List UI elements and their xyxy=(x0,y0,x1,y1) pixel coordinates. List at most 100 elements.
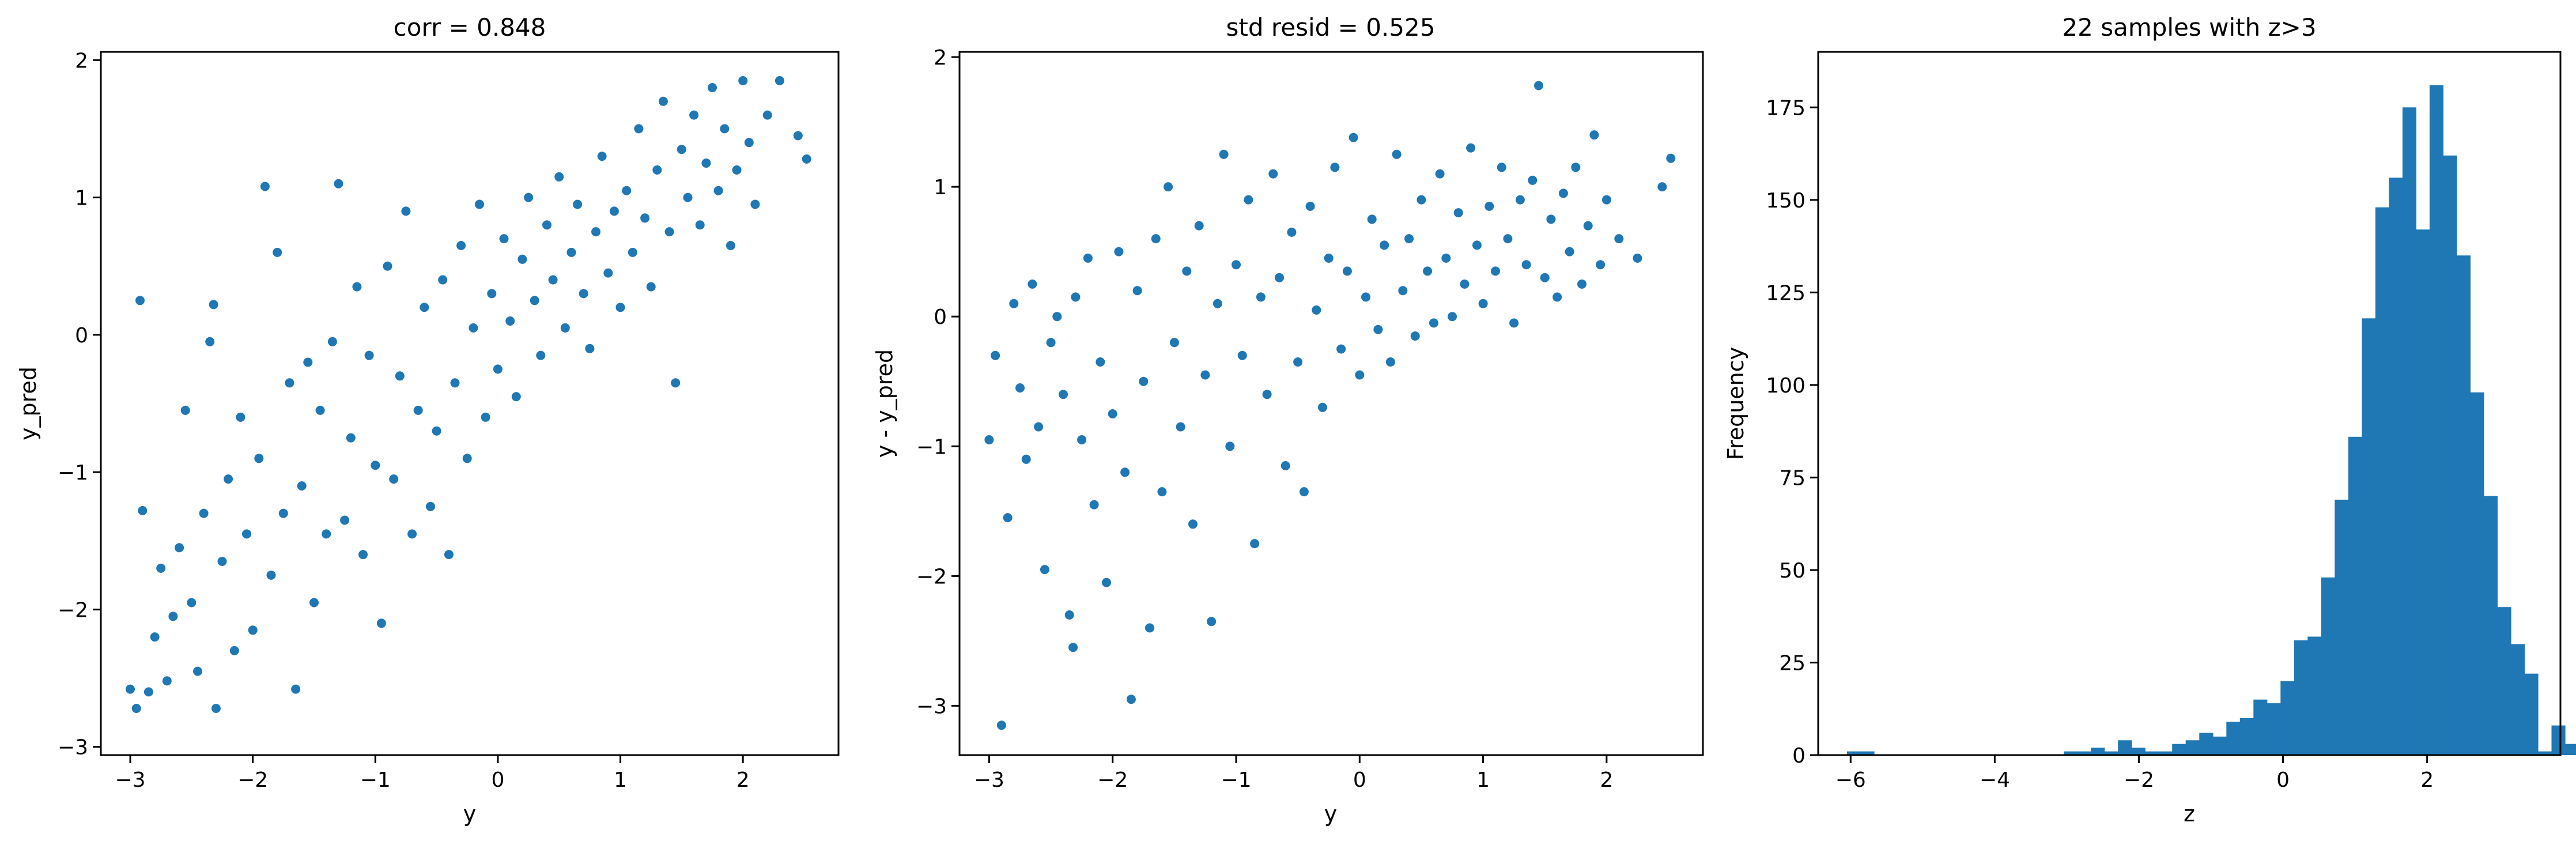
scatter-point xyxy=(469,323,478,333)
scatter-point xyxy=(199,508,209,518)
scatter-point xyxy=(1540,273,1550,282)
scatter-point xyxy=(597,152,607,161)
scatter-point xyxy=(1342,266,1352,276)
scatter-point xyxy=(1509,318,1519,328)
scatter-point xyxy=(1577,279,1587,289)
scatter-point xyxy=(420,303,429,312)
histogram-bar xyxy=(2551,725,2566,755)
scatter-point xyxy=(548,275,558,285)
scatter-point xyxy=(708,83,717,92)
scatter-point xyxy=(135,296,145,305)
scatter-point xyxy=(389,474,399,484)
scatter-point xyxy=(579,289,588,299)
y-tick-label: 2 xyxy=(934,46,947,70)
scatter-point xyxy=(591,227,600,237)
scatter-point xyxy=(1232,260,1241,270)
scatter-point xyxy=(346,433,356,443)
scatter-point xyxy=(438,275,448,285)
scatter-point xyxy=(542,220,552,230)
scatter-point xyxy=(217,557,227,566)
scatter-point xyxy=(566,247,576,257)
histogram-bar xyxy=(2389,178,2403,755)
scatter-point xyxy=(315,405,325,415)
x-tick-label: 2 xyxy=(1600,768,1613,792)
scatter-point xyxy=(236,412,245,422)
y-tick-label: 150 xyxy=(1766,189,1806,213)
x-tick-label: 0 xyxy=(1353,768,1366,792)
panel-title: corr = 0.848 xyxy=(394,13,546,42)
scatter-point xyxy=(1404,234,1414,244)
histogram-bar xyxy=(2239,718,2254,755)
scatter-point xyxy=(1194,221,1204,231)
scatter-point xyxy=(1077,435,1087,444)
scatter-point xyxy=(376,618,386,628)
scatter-point xyxy=(1015,383,1025,393)
scatter-point xyxy=(187,598,197,608)
scatter-point xyxy=(1417,195,1426,205)
scatter-point xyxy=(554,172,564,182)
scatter-point xyxy=(450,378,460,388)
scatter-point xyxy=(334,179,343,188)
histogram-bar xyxy=(2064,751,2078,755)
histogram-bar xyxy=(2253,699,2268,755)
scatter-point xyxy=(352,282,362,292)
scatter-point xyxy=(1521,260,1531,270)
scatter-point xyxy=(1435,169,1445,179)
scatter-point xyxy=(297,481,307,491)
scatter-point xyxy=(1583,221,1593,231)
scatter-point xyxy=(1515,195,1525,205)
scatter-point xyxy=(309,598,319,608)
scatter-point xyxy=(1460,279,1470,289)
scatter-point xyxy=(1558,188,1568,198)
x-axis-ticks: −3 −2 −1 0 1 2 xyxy=(974,755,1613,792)
x-tick-label: 0 xyxy=(491,768,504,792)
scatter-point xyxy=(156,563,166,573)
x-axis-label: y xyxy=(1324,801,1338,827)
x-tick-label: −3 xyxy=(974,768,1004,792)
scatter-point xyxy=(401,206,411,216)
scatter-point xyxy=(1164,182,1173,192)
scatter-point xyxy=(1071,292,1081,302)
scatter-point xyxy=(750,199,760,209)
scatter-point xyxy=(615,303,625,312)
scatter-point xyxy=(1367,214,1377,224)
histogram-panel-z: 22 samples with z>3 −6 −4 −2 0 2 0 25 50 75 100 1… xyxy=(1723,13,2576,827)
scatter-point xyxy=(996,720,1006,730)
scatter-point xyxy=(1385,357,1395,367)
y-axis-ticks: 0 25 50 75 100 125 150 175 xyxy=(1766,96,1818,768)
histogram-bar xyxy=(2294,640,2308,755)
scatter-point xyxy=(131,704,141,713)
x-tick-label: −2 xyxy=(237,768,268,792)
scatter-point xyxy=(143,687,153,697)
scatter-point xyxy=(1312,305,1321,315)
scatter-point xyxy=(1589,130,1599,140)
scatter-point xyxy=(732,165,742,175)
scatter-point xyxy=(1003,513,1013,523)
plot-frame xyxy=(1817,51,2562,756)
x-tick-label: 2 xyxy=(736,768,750,792)
scatter-point xyxy=(1305,201,1315,211)
scatter-point xyxy=(1108,409,1117,418)
scatter-point xyxy=(493,364,503,374)
scatter-point xyxy=(180,405,190,415)
x-axis-label: y xyxy=(463,801,477,827)
scatter-point xyxy=(1429,318,1438,328)
scatter-point xyxy=(371,461,380,470)
x-tick-label: −3 xyxy=(115,768,145,792)
scatter-point xyxy=(1380,240,1389,250)
histogram-bar xyxy=(2483,496,2498,755)
histogram-bar xyxy=(2158,751,2173,755)
histogram-bar xyxy=(2335,499,2349,755)
histogram-bar xyxy=(2145,751,2159,755)
scatter-point xyxy=(518,254,527,264)
plot-frame xyxy=(958,51,1704,756)
scatter-point xyxy=(726,241,735,250)
scatter-point xyxy=(1472,240,1482,250)
scatter-point xyxy=(1565,247,1574,256)
histogram-bar xyxy=(2362,318,2376,755)
scatter-point xyxy=(1256,292,1266,302)
x-tick-label: 0 xyxy=(2276,768,2290,792)
scatter-point xyxy=(793,131,803,141)
scatter-point xyxy=(1596,260,1606,270)
y-tick-label: 0 xyxy=(1792,744,1806,768)
